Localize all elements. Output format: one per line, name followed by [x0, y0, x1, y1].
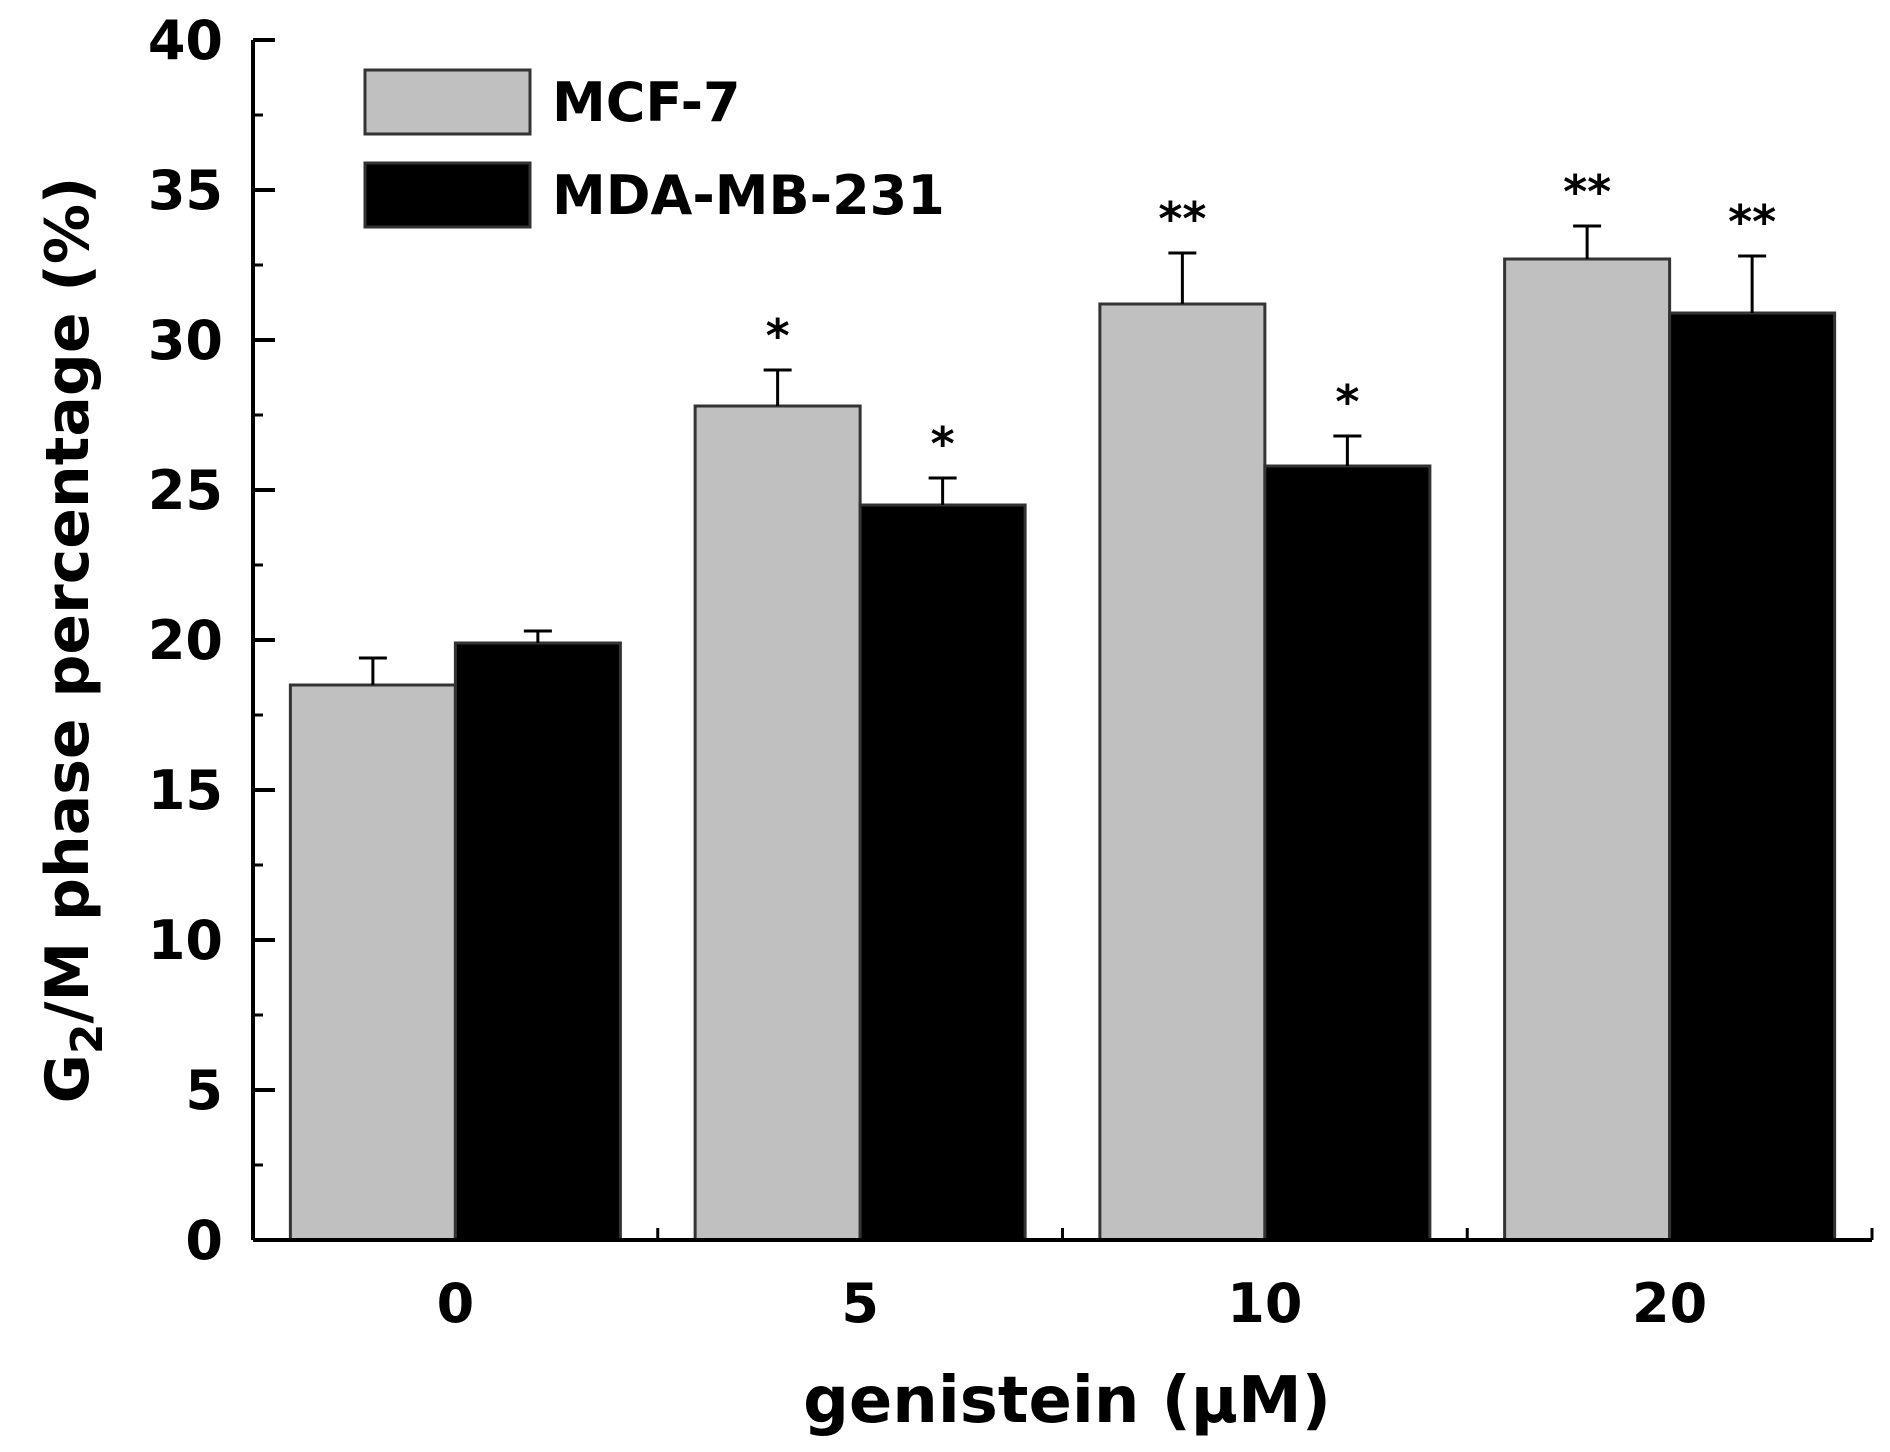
bar-mcf-7-10	[1098, 302, 1267, 1242]
x-axis-title: genistein (μM)	[803, 1364, 1331, 1438]
error-bars-layer	[358, 224, 1767, 685]
bar-mda-mb-231-10	[1263, 464, 1432, 1242]
y-tick-label: 40	[148, 9, 223, 72]
legend-swatch-mda-mb-231	[363, 161, 532, 229]
x-tick-label: 20	[1632, 1272, 1707, 1335]
y-axis-title-prefix: G	[33, 1054, 103, 1103]
y-axis-title: G2/M phase percentage (%)	[33, 177, 113, 1104]
y-axis-title-rest: /M phase percentage (%)	[33, 177, 103, 1024]
bar-mda-mb-231-0	[453, 641, 622, 1242]
bar-mcf-7-0	[288, 683, 457, 1242]
x-tick-label: 0	[437, 1272, 475, 1335]
x-tick-label: 5	[841, 1272, 879, 1335]
legend-label: MDA-MB-231	[552, 164, 945, 227]
y-tick-label: 30	[148, 309, 223, 372]
labels-layer: 0 5 10 15 20 25 30 35 40 0 5 10 20 genistein (μM) G2/M…	[33, 9, 1707, 1438]
significance-marker: *	[1335, 375, 1359, 429]
y-tick-label: 0	[185, 1209, 223, 1272]
bars-layer	[288, 257, 1837, 1242]
legend: MCF-7 MDA-MB-231	[363, 68, 945, 229]
y-tick-label: 10	[148, 909, 223, 972]
axes-layer	[251, 38, 1874, 1242]
bar-mcf-7-5	[693, 404, 862, 1242]
significance-marker: **	[1728, 195, 1776, 249]
y-tick-label: 25	[148, 459, 223, 522]
significance-marker: *	[766, 309, 790, 363]
significance-layer: *********	[766, 165, 1777, 471]
y-tick-label: 15	[148, 759, 223, 822]
y-axis-title-subscript: 2	[62, 1023, 113, 1054]
significance-marker: **	[1563, 165, 1611, 219]
legend-label: MCF-7	[552, 71, 741, 134]
bar-mcf-7-20	[1503, 257, 1672, 1242]
y-tick-label: 20	[148, 609, 223, 672]
y-tick-label: 35	[148, 159, 223, 222]
legend-swatch-mcf-7	[363, 68, 532, 136]
x-tick-label: 10	[1227, 1272, 1302, 1335]
significance-marker: **	[1158, 192, 1206, 246]
bar-mda-mb-231-5	[858, 503, 1027, 1242]
bar-mda-mb-231-20	[1668, 311, 1837, 1242]
y-tick-label: 5	[185, 1059, 223, 1122]
significance-marker: *	[931, 417, 955, 471]
